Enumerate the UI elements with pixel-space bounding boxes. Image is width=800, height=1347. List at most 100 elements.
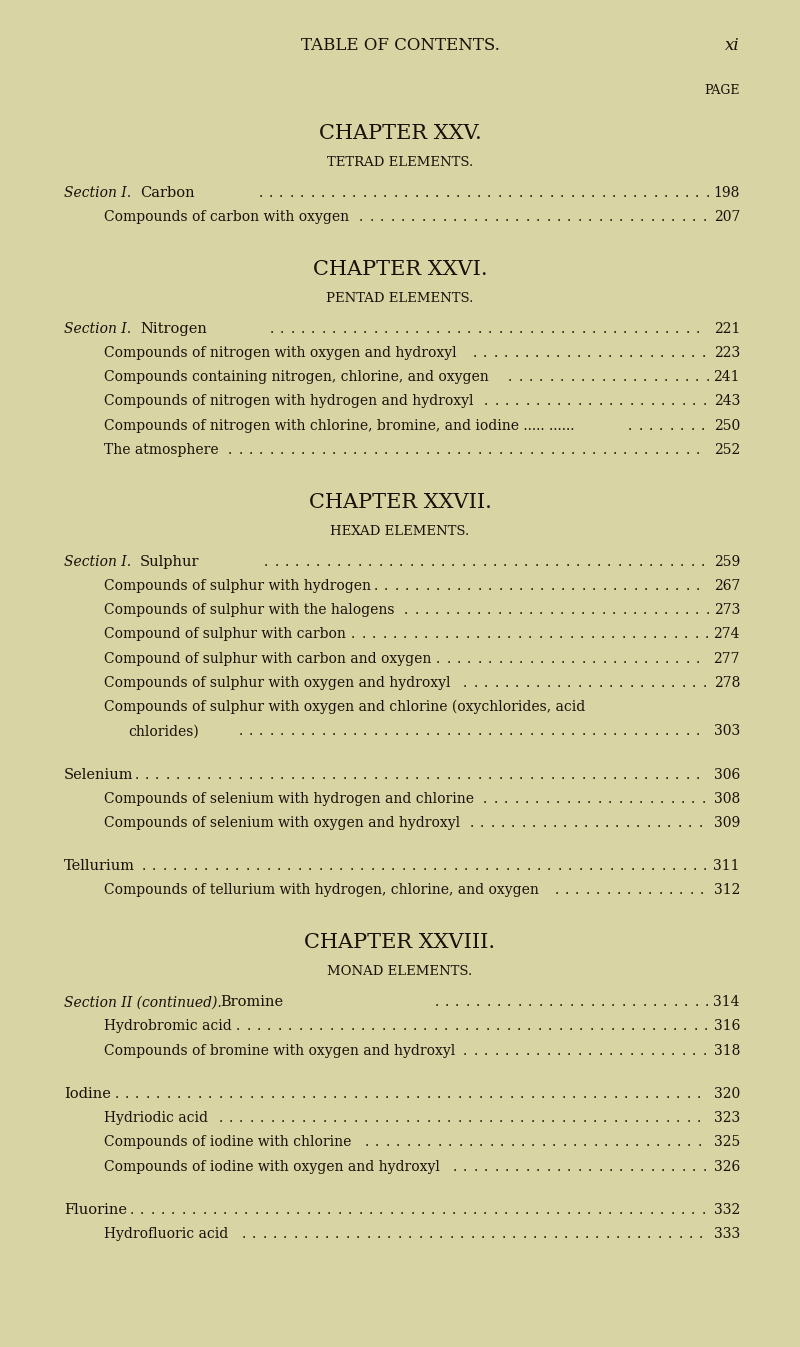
Text: .: . — [274, 555, 278, 568]
Text: .: . — [478, 768, 482, 781]
Text: 259: 259 — [714, 555, 740, 568]
Text: 277: 277 — [714, 652, 740, 665]
Text: .: . — [425, 603, 429, 617]
Text: .: . — [515, 210, 519, 224]
Text: .: . — [218, 768, 222, 781]
Text: .: . — [557, 1160, 561, 1173]
Text: .: . — [619, 1160, 623, 1173]
Text: .: . — [426, 443, 430, 457]
Text: .: . — [298, 1020, 302, 1033]
Text: .: . — [592, 579, 596, 593]
Text: .: . — [686, 1111, 690, 1125]
Text: .: . — [448, 1136, 452, 1149]
Text: .: . — [630, 1044, 634, 1057]
Text: .: . — [483, 792, 487, 806]
Text: .: . — [619, 210, 623, 224]
Text: .: . — [561, 768, 565, 781]
Text: 252: 252 — [714, 443, 740, 457]
Text: .: . — [570, 603, 574, 617]
Text: .: . — [666, 1111, 670, 1125]
Text: .: . — [674, 370, 678, 384]
Text: .: . — [470, 816, 474, 830]
Text: .: . — [322, 725, 326, 738]
Text: .: . — [346, 1227, 350, 1241]
Text: .: . — [555, 555, 559, 568]
Text: .: . — [422, 210, 426, 224]
Text: .: . — [414, 186, 418, 199]
Text: .: . — [610, 1020, 614, 1033]
Text: .: . — [608, 1203, 612, 1216]
Text: .: . — [550, 768, 554, 781]
Text: .: . — [644, 652, 648, 665]
Text: .: . — [608, 346, 612, 360]
Text: .: . — [370, 210, 374, 224]
Text: .: . — [626, 816, 630, 830]
Text: .: . — [602, 768, 606, 781]
Text: .: . — [427, 1136, 431, 1149]
Text: .: . — [498, 725, 502, 738]
Text: .: . — [454, 1020, 458, 1033]
Text: .: . — [650, 1203, 654, 1216]
Text: .: . — [696, 725, 700, 738]
Text: .: . — [488, 443, 492, 457]
Text: .: . — [665, 652, 669, 665]
Text: .: . — [536, 676, 540, 690]
Text: Section I.: Section I. — [64, 555, 131, 568]
Text: .: . — [661, 676, 665, 690]
Text: .: . — [520, 1087, 524, 1100]
Text: .: . — [629, 792, 633, 806]
Text: .: . — [402, 1020, 406, 1033]
Text: .: . — [680, 419, 684, 432]
Text: 223: 223 — [714, 346, 740, 360]
Text: .: . — [432, 210, 436, 224]
Text: .: . — [588, 1044, 592, 1057]
Text: .: . — [598, 395, 602, 408]
Text: .: . — [358, 1203, 362, 1216]
Text: .: . — [422, 859, 426, 873]
Text: .: . — [620, 859, 624, 873]
Text: .: . — [685, 603, 689, 617]
Text: .: . — [702, 395, 706, 408]
Text: .: . — [488, 768, 492, 781]
Text: .: . — [547, 859, 551, 873]
Text: .: . — [246, 1020, 250, 1033]
Text: Compounds of selenium with oxygen and hydroxyl: Compounds of selenium with oxygen and hy… — [104, 816, 460, 830]
Text: .: . — [408, 1227, 412, 1241]
Text: .: . — [535, 792, 539, 806]
Text: .: . — [613, 768, 617, 781]
Text: .: . — [402, 859, 406, 873]
Text: .: . — [582, 579, 586, 593]
Text: .: . — [587, 346, 591, 360]
Text: .: . — [701, 555, 705, 568]
Text: .: . — [421, 1203, 425, 1216]
Text: .: . — [628, 419, 632, 432]
Text: Carbon: Carbon — [140, 186, 194, 199]
Text: .: . — [214, 859, 218, 873]
Text: .: . — [593, 1111, 597, 1125]
Text: .: . — [580, 995, 584, 1009]
Text: .: . — [676, 1087, 680, 1100]
Text: .: . — [374, 768, 378, 781]
Text: .: . — [183, 859, 187, 873]
Text: .: . — [577, 1203, 581, 1216]
Text: .: . — [494, 792, 498, 806]
Text: .: . — [404, 603, 408, 617]
Text: .: . — [529, 603, 533, 617]
Text: .: . — [478, 725, 482, 738]
Text: .: . — [642, 628, 646, 641]
Text: .: . — [444, 1020, 448, 1033]
Text: .: . — [585, 1227, 589, 1241]
Text: .: . — [514, 555, 518, 568]
Text: .: . — [613, 443, 617, 457]
Text: 311: 311 — [714, 859, 740, 873]
Text: .: . — [659, 555, 663, 568]
Text: .: . — [257, 1020, 261, 1033]
Text: .: . — [578, 1160, 582, 1173]
Text: .: . — [457, 725, 461, 738]
Text: .: . — [631, 1020, 635, 1033]
Text: .: . — [270, 768, 274, 781]
Text: .: . — [275, 1203, 279, 1216]
Text: .: . — [621, 1020, 625, 1033]
Text: .: . — [546, 210, 550, 224]
Text: .: . — [556, 792, 560, 806]
